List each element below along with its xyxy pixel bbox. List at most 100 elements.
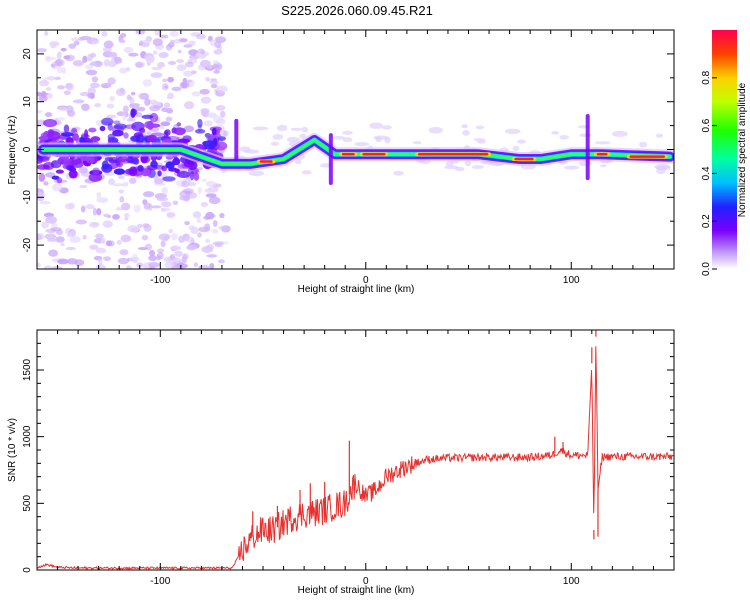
noise-blob (216, 85, 228, 93)
signal-blob (165, 161, 175, 169)
noise-blob (393, 170, 404, 176)
noise-blob (152, 128, 158, 132)
noise-blob (199, 88, 210, 95)
noise-blob (171, 233, 178, 241)
noise-blob (186, 244, 197, 251)
noise-blob (183, 79, 193, 83)
noise-blob (136, 262, 144, 268)
noise-blob (37, 109, 43, 114)
signal-blob (65, 164, 74, 171)
noise-blob (200, 201, 208, 207)
noise-blob (96, 191, 102, 199)
noise-blob (160, 240, 166, 248)
noise-blob (143, 223, 152, 232)
snr-y-tick-label: 0 (22, 567, 33, 573)
noise-blob (152, 38, 163, 47)
noise-blob (117, 257, 130, 265)
noise-blob (159, 34, 169, 39)
noise-blob (170, 265, 181, 269)
noise-blob (46, 76, 57, 81)
noise-blob (184, 235, 195, 243)
noise-blob (213, 49, 223, 55)
signal-blob (38, 136, 49, 141)
spectrogram-y-tick-label: -20 (22, 237, 33, 252)
noise-blob (71, 37, 81, 42)
noise-blob (168, 228, 174, 234)
noise-blob (56, 51, 62, 60)
noise-blob (89, 62, 98, 67)
noise-blob (160, 121, 171, 127)
noise-blob (108, 178, 116, 186)
signal-blob (43, 119, 58, 128)
spectrogram-ridge (37, 114, 674, 185)
noise-blob (87, 53, 93, 62)
noise-blob (39, 200, 51, 205)
colorbar-tick-label: 0.2 (701, 214, 712, 228)
signal-blob (112, 129, 124, 137)
noise-blob (118, 189, 125, 194)
noise-blob (158, 233, 171, 241)
signal-blob (38, 172, 46, 182)
noise-blob (156, 248, 165, 253)
noise-blob (219, 212, 225, 219)
noise-blob (205, 180, 216, 187)
signal-blob (128, 166, 138, 177)
noise-blob (44, 30, 49, 36)
noise-blob (215, 118, 226, 125)
noise-blob (512, 145, 520, 151)
noise-blob (209, 80, 219, 85)
noise-blob (45, 56, 57, 61)
noise-blob (179, 81, 190, 89)
noise-blob (384, 136, 391, 144)
noise-blob (205, 211, 215, 220)
signal-blob (113, 123, 127, 130)
noise-blob (197, 187, 202, 194)
noise-blob (212, 220, 218, 227)
colorbar-gradient (712, 30, 737, 269)
noise-blob (218, 225, 227, 231)
noise-blob (166, 211, 176, 218)
figure-title: S225.2026.060.09.45.R21 (281, 3, 433, 18)
noise-blob (103, 40, 114, 49)
noise-blob (181, 254, 188, 263)
noise-blob (197, 232, 202, 238)
signal-blob (182, 135, 192, 142)
signal-blob (107, 136, 114, 144)
noise-blob (132, 253, 138, 260)
noise-blob (209, 262, 215, 269)
noise-blob (117, 175, 125, 180)
noise-blob (88, 221, 100, 228)
noise-blob (290, 127, 303, 131)
noise-blob (150, 205, 162, 209)
signal-blob (194, 128, 206, 134)
signal-blob (162, 176, 176, 182)
noise-blob (153, 105, 160, 109)
signal-blob (68, 169, 78, 179)
signal-blob (149, 112, 159, 123)
noise-blob (120, 202, 131, 211)
signal-blob (161, 165, 167, 172)
colorbar-tick-label: 0.0 (701, 262, 712, 276)
noise-blob (66, 258, 78, 265)
noise-blob (119, 67, 127, 74)
noise-blob (167, 92, 174, 100)
noise-blob (342, 130, 353, 135)
noise-blob (122, 112, 127, 121)
noise-blob (56, 65, 63, 74)
noise-blob (72, 99, 85, 104)
noise-blob (455, 166, 465, 172)
spectrogram-y-tick-label: 0 (22, 146, 33, 152)
signal-blob (79, 136, 86, 144)
noise-blob (57, 106, 69, 112)
noise-blob (381, 125, 392, 130)
spectrogram-x-axis-label: Height of straight line (km) (298, 284, 415, 295)
noise-blob (103, 213, 110, 218)
noise-blob (301, 126, 309, 133)
signal-blob (47, 130, 61, 141)
noise-blob (89, 244, 99, 250)
signal-blob (150, 160, 158, 168)
noise-blob (65, 83, 73, 89)
noise-blob (120, 234, 132, 243)
signal-blob (157, 170, 162, 177)
